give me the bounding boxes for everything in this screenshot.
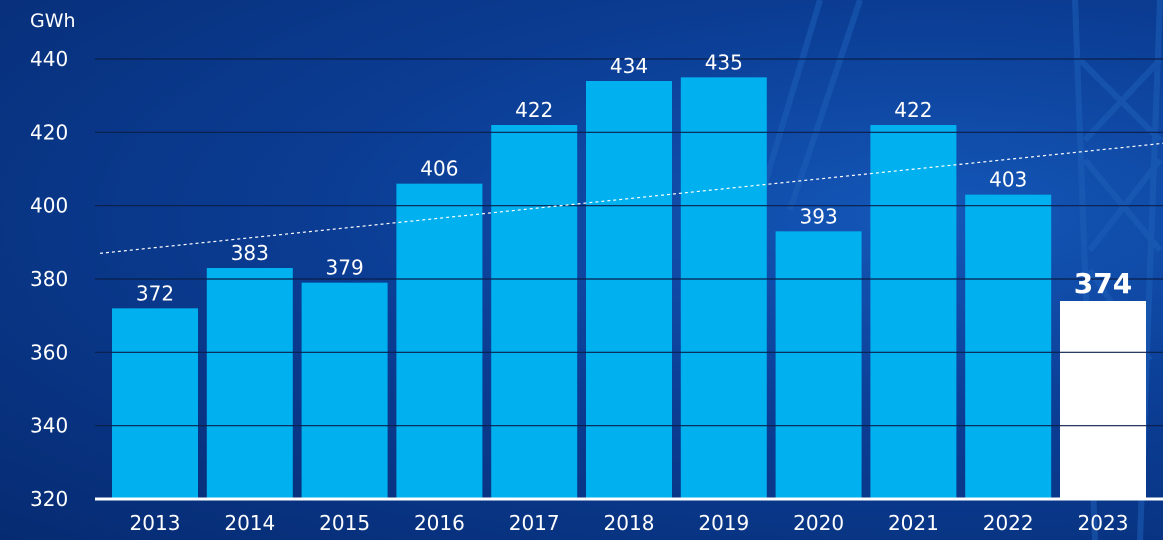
bar (965, 195, 1051, 499)
data-label: 403 (989, 168, 1027, 192)
bar (491, 125, 577, 499)
x-tick-label: 2019 (698, 511, 749, 535)
x-tick-label: 2020 (793, 511, 844, 535)
y-tick-label: 320 (30, 487, 68, 511)
x-tick-label: 2022 (983, 511, 1034, 535)
y-tick-label: 360 (30, 340, 68, 364)
data-label: 383 (231, 241, 269, 265)
bar-highlight (1060, 301, 1146, 499)
y-tick-label: 340 (30, 414, 68, 438)
bar (112, 308, 198, 499)
y-tick-label: 400 (30, 194, 68, 218)
x-tick-label: 2015 (319, 511, 370, 535)
x-tick-label: 2017 (509, 511, 560, 535)
bar (396, 184, 482, 499)
y-tick-label: 420 (30, 120, 68, 144)
x-tick-label: 2023 (1078, 511, 1129, 535)
data-label: 379 (326, 256, 364, 280)
bar (870, 125, 956, 499)
y-tick-label: 440 (30, 47, 68, 71)
data-label: 393 (800, 204, 838, 228)
data-label: 374 (1074, 267, 1132, 300)
bar (681, 77, 767, 499)
y-axis-unit-label: GWh (30, 10, 76, 32)
data-label: 372 (136, 281, 174, 305)
bar (776, 231, 862, 499)
y-tick-label: 380 (30, 267, 68, 291)
data-label: 434 (610, 54, 648, 78)
x-tick-label: 2016 (414, 511, 465, 535)
data-label: 435 (705, 50, 743, 74)
bars (112, 77, 1146, 499)
bar (207, 268, 293, 499)
data-label: 422 (515, 98, 553, 122)
data-label: 406 (420, 157, 458, 181)
x-tick-label: 2021 (888, 511, 939, 535)
x-tick-label: 2018 (604, 511, 655, 535)
bar (302, 283, 388, 499)
bar (586, 81, 672, 499)
x-tick-label: 2013 (130, 511, 181, 535)
data-label: 422 (894, 98, 932, 122)
x-tick-label: 2014 (224, 511, 275, 535)
